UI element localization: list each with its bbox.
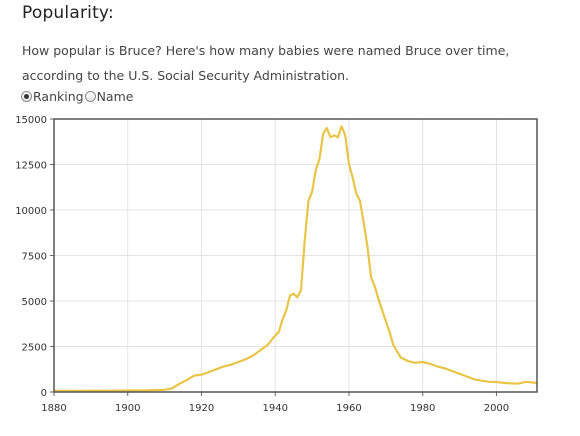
y-tick-label: 15000 (15, 115, 47, 126)
y-tick-label: 2500 (22, 343, 47, 354)
x-tick-label: 1900 (115, 403, 140, 414)
radio-label-ranking: Ranking (33, 88, 84, 104)
x-tick-label: 1880 (41, 403, 66, 414)
description-line-2: according to the U.S. Social Security Ad… (22, 68, 350, 83)
popularity-chart: 0 2500 5000 7500 10000 12500 15000 1880 1900 1920… (0, 108, 580, 432)
x-tick-label: 1980 (410, 403, 435, 414)
y-tick-label: 10000 (15, 206, 47, 217)
y-tick-label: 0 (41, 388, 47, 399)
description: How popular is Bruce? Here's how many ba… (22, 38, 542, 88)
y-tick-label: 12500 (15, 161, 47, 172)
chart-grid (54, 119, 537, 392)
view-mode-radio-group: Ranking Name (21, 87, 134, 105)
chart-axes: 0 2500 5000 7500 10000 12500 15000 1880 1900 1920… (15, 115, 509, 414)
radio-selected-icon[interactable] (21, 90, 32, 102)
radio-label-name: Name (96, 88, 134, 104)
radio-unselected-icon[interactable] (84, 90, 96, 102)
description-line-1: How popular is Bruce? Here's how many ba… (22, 43, 510, 58)
y-tick-label: 5000 (22, 297, 47, 308)
radio-dot (24, 93, 29, 99)
x-tick-label: 1920 (189, 403, 214, 414)
radio-option-ranking[interactable]: Ranking (21, 89, 84, 104)
section-title: Popularity: (22, 3, 114, 23)
x-tick-label: 1960 (336, 403, 361, 414)
plot-frame (53, 118, 538, 393)
x-tick-label: 2000 (484, 403, 509, 414)
y-tick-label: 7500 (22, 252, 47, 263)
popularity-line-chart: 0 2500 5000 7500 10000 12500 15000 1880 1900 1920… (15, 115, 538, 414)
radio-option-name[interactable]: Name (84, 88, 134, 104)
x-tick-label: 1940 (262, 403, 287, 414)
series-line-0 (54, 125, 538, 392)
chart-series (54, 125, 538, 392)
